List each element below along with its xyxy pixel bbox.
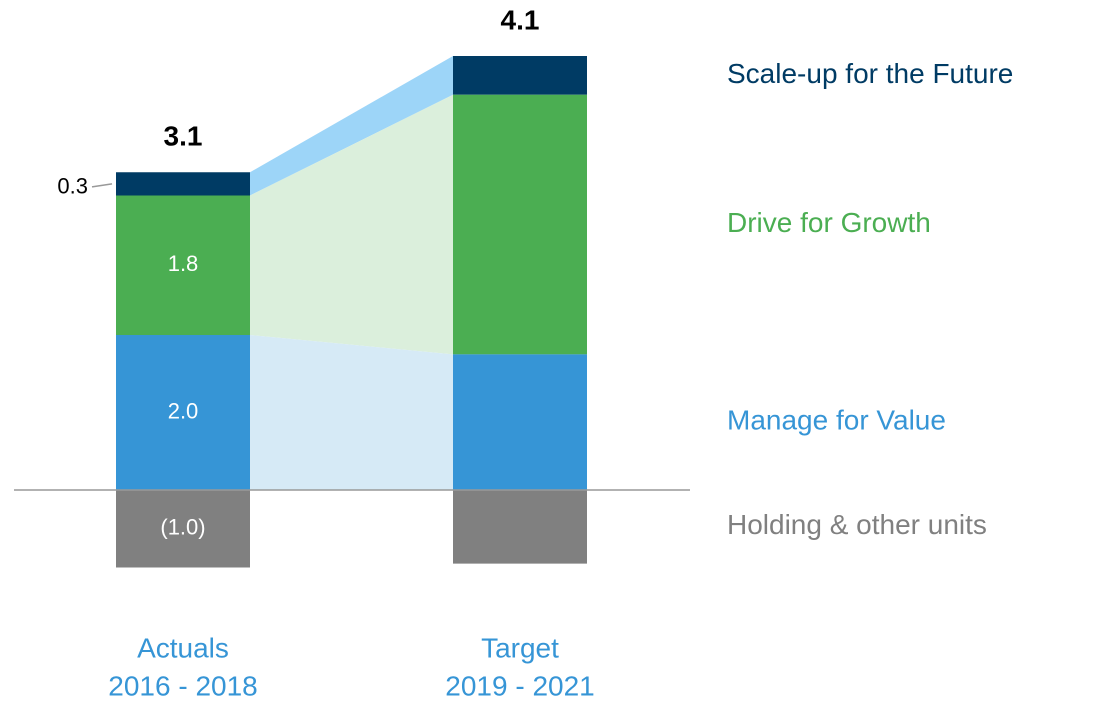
bar-segment — [116, 195, 250, 335]
total-label: 4.1 — [501, 4, 540, 35]
bar-segment — [453, 94, 587, 355]
value-label: 2.0 — [168, 398, 199, 423]
bar-segment — [116, 335, 250, 490]
leader-line — [91, 183, 113, 188]
bar-segment — [453, 490, 587, 564]
bar-segment — [453, 354, 587, 490]
category-label: Actuals — [137, 632, 229, 663]
value-label: (1.0) — [160, 515, 205, 540]
legend-label: Holding & other units — [727, 509, 987, 540]
bar-segment — [453, 56, 587, 95]
category-label: 2019 - 2021 — [445, 670, 594, 701]
connector-band — [250, 56, 453, 196]
bar-segment — [116, 172, 250, 196]
bar-segment — [116, 490, 250, 568]
category-label: Target — [481, 632, 559, 663]
legend-label: Scale-up for the Future — [727, 58, 1013, 89]
legend-label: Manage for Value — [727, 405, 946, 436]
category-label: 2016 - 2018 — [108, 670, 257, 701]
connector-band — [250, 335, 453, 490]
total-label: 3.1 — [164, 121, 203, 152]
connector-band — [250, 94, 453, 355]
legend-label: Drive for Growth — [727, 207, 931, 238]
value-label: 0.3 — [57, 174, 88, 199]
value-label: 1.8 — [168, 251, 199, 276]
